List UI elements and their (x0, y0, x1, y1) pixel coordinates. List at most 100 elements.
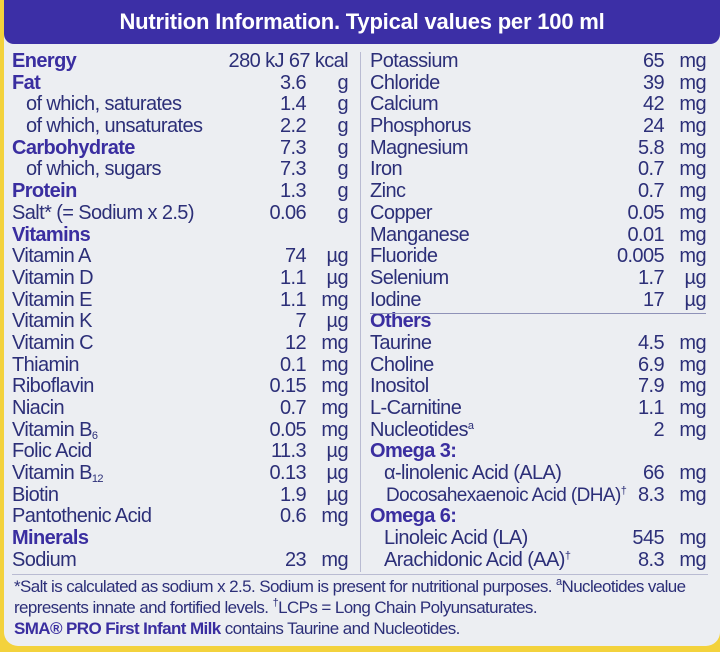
nutrient-value: 0.005 (616, 245, 665, 268)
nutrient-name: Vitamin B6 (12, 418, 98, 442)
nutrient-value: 545 (632, 527, 664, 550)
nutrient-name: Vitamins (12, 223, 91, 246)
nutrient-unit: mg (679, 158, 706, 181)
nutrient-unit: g (337, 115, 348, 138)
nutrient-value: 11.3 (270, 440, 307, 463)
nutrient-row: Vitamin B12 0.13 µg (12, 462, 349, 486)
nutrient-value: 8.3 (637, 483, 665, 506)
nutrient-name: Arachidonic Acid (AA)† (384, 548, 571, 571)
nutrient-name: Chloride (370, 71, 440, 94)
nutrient-row: Docosahexaenoic Acid (DHA)† 8.3 mg (370, 483, 707, 507)
nutrient-row: Inositol 7.9 mg (370, 375, 707, 398)
nutrient-row: Nucleotidesa 2 mg (370, 418, 707, 442)
column-divider (360, 52, 361, 572)
nutrient-unit: mg (679, 50, 706, 72)
nutrition-label (4, 0, 720, 646)
nutrient-name: Sodium (12, 548, 77, 571)
nutrient-name: Niacin (12, 397, 65, 419)
nutrient-row: Riboflavin 0.15 mg (12, 375, 349, 398)
nutrient-name: Vitamin B12 (12, 462, 103, 486)
nutrient-unit: g (337, 180, 348, 203)
nutrient-value: 39 (642, 71, 665, 94)
nutrient-value: 8.3 (637, 548, 665, 571)
nutrient-unit: mg (321, 505, 348, 528)
nutrient-name: Iodine (370, 288, 422, 311)
section-divider (370, 313, 706, 314)
nutrient-name: Minerals (12, 527, 89, 550)
nutrient-row: Linoleic Acid (LA) 545 mg (370, 527, 707, 550)
nutrient-unit: mg (679, 418, 706, 441)
nutrient-unit: mg (679, 397, 706, 419)
nutrient-value: 0.7 (279, 397, 307, 419)
nutrient-value: 42 (642, 93, 665, 116)
nutrient-unit: mg (679, 180, 706, 203)
nutrient-name: Magnesium (370, 136, 469, 159)
left-column: Energy 280 kJ 67 kcal Fat 3.6 g of which, sat… (12, 50, 349, 572)
nutrient-name: Phosphorus (370, 115, 471, 138)
nutrient-unit: mg (321, 288, 348, 311)
nutrient-row: Calcium 42 mg (370, 93, 707, 116)
nutrient-unit: mg (321, 397, 348, 419)
nutrient-unit: mg (679, 93, 706, 116)
nutrient-value: 0.13 (269, 462, 306, 485)
nutrient-name: Inositol (370, 375, 429, 398)
nutrient-unit: µg (684, 288, 707, 311)
nutrient-unit: mg (321, 331, 348, 354)
section-heading: Minerals (12, 527, 348, 550)
nutrient-value: 0.15 (269, 375, 306, 398)
nutrient-row: Energy 280 kJ 67 kcal (12, 50, 349, 73)
nutrient-name: Manganese (370, 223, 470, 246)
nutrient-name: of which, sugars (26, 158, 162, 181)
nutrient-row: Vitamin A 74 µg (12, 245, 349, 268)
right-column: Potassium 65 mg Chloride 39 mg Calcium 42 mg Phos… (370, 50, 707, 572)
nutrient-value: 1.3 (279, 180, 307, 203)
footnote: *Salt is calculated as sodium x 2.5. Sod… (14, 576, 686, 639)
nutrient-row: Vitamin D 1.1 µg (12, 267, 349, 290)
nutrient-row: of which, saturates 1.4 g (12, 94, 349, 116)
nutrient-unit: mg (679, 115, 706, 138)
nutrient-unit: µg (684, 266, 707, 289)
nutrient-unit: mg (679, 245, 706, 268)
brand-name: SMA® PRO First Infant Milk (14, 619, 221, 638)
nutrient-row: Folic Acid 11.3 µg (12, 440, 349, 463)
nutrient-row: Copper 0.05 mg (370, 201, 707, 225)
nutrient-unit: µg (326, 310, 349, 333)
nutrient-value: 1.1 (279, 288, 307, 311)
section-heading: Vitamins (12, 223, 348, 247)
nutrient-value: 2.2 (279, 115, 307, 138)
nutrient-unit: mg (679, 201, 706, 224)
nutrient-name: Energy (12, 50, 77, 72)
footnote-divider (12, 574, 708, 575)
nutrient-row: Pantothenic Acid 0.6 mg (12, 505, 349, 528)
nutrient-value: 1.1 (637, 397, 665, 419)
nutrient-name: Riboflavin (12, 375, 94, 398)
nutrient-row: Protein 1.3 g (12, 180, 349, 203)
nutrient-value: 2 (653, 418, 664, 441)
nutrient-unit: mg (321, 353, 348, 376)
nutrient-name: Carbohydrate (12, 136, 135, 159)
nutrient-value: 0.06 (269, 201, 306, 224)
section-heading: Omega 3: (370, 441, 706, 463)
nutrient-name: Linoleic Acid (LA) (384, 527, 528, 550)
nutrient-unit: µg (326, 483, 349, 506)
nutrient-name: Protein (12, 180, 77, 203)
nutrient-name: Pantothenic Acid (12, 505, 152, 528)
nutrient-row: Fat 3.6 g (12, 72, 349, 95)
nutrient-name: Salt* (= Sodium x 2.5) (12, 201, 194, 224)
label-title: Nutrition Information. Typical values pe… (4, 0, 720, 44)
nutrient-value: 0.05 (269, 418, 306, 441)
nutrient-row: Potassium 65 mg (370, 50, 707, 73)
nutrient-value: 74 (284, 245, 307, 268)
nutrient-name: α-linolenic Acid (ALA) (384, 462, 562, 485)
nutrient-row: Carbohydrate 7.3 g (12, 136, 349, 160)
nutrient-value: 0.6 (279, 505, 307, 528)
nutrient-name: Zinc (370, 180, 406, 203)
nutrient-row: Sodium 23 mg (12, 548, 349, 572)
nutrient-value: 0.1 (279, 353, 307, 376)
nutrient-unit: mg (679, 223, 706, 246)
nutrient-name: Calcium (370, 93, 439, 116)
nutrient-name: Docosahexaenoic Acid (DHA)† (386, 484, 627, 506)
nutrient-value: 7.9 (637, 375, 665, 398)
section-heading: Others (370, 310, 706, 333)
nutrient-row: Manganese 0.01 mg (370, 223, 707, 247)
